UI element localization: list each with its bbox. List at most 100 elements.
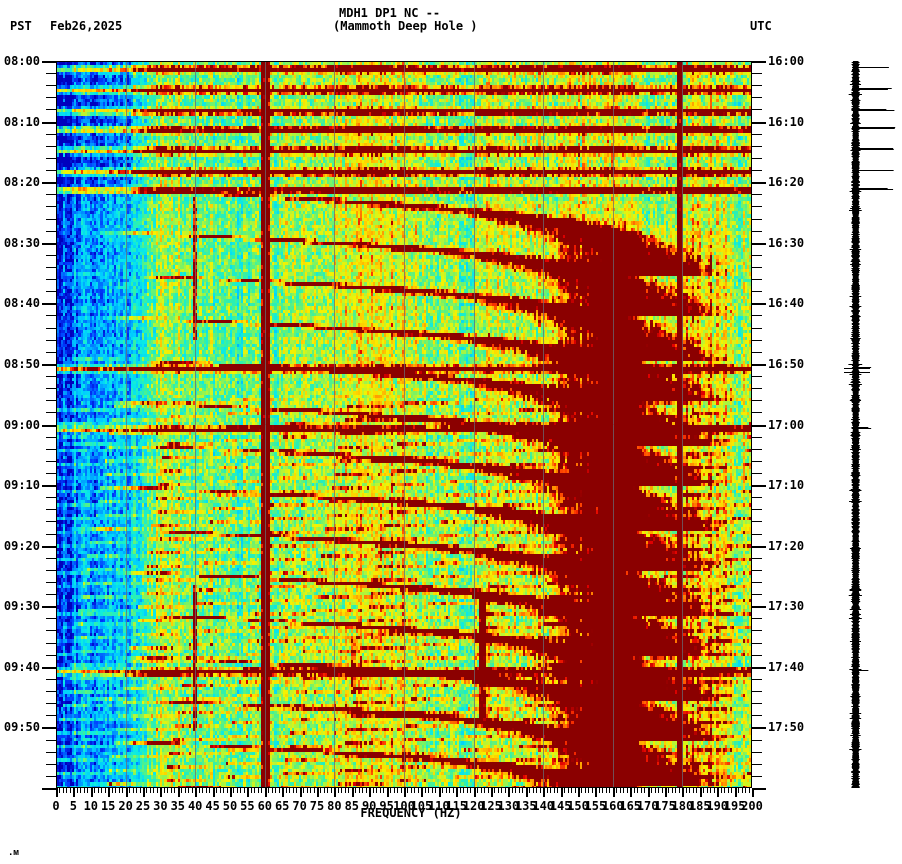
freq-label: 170 [636,799,659,813]
time-tick-left [46,376,56,378]
time-tick-left [46,279,56,281]
time-tick-right [752,376,762,378]
freq-tick [257,788,259,793]
freq-tick [275,788,277,793]
time-axis-pst: 08:00 08:10 08:20 08:30 08:40 08:50 09:00 09:10… [0,54,56,790]
freq-label: 30 [153,799,168,813]
freq-tick [122,788,124,793]
freq-label: 95 [379,799,394,813]
spectrogram-plot [56,61,752,788]
time-label-pst: 08:30 [3,235,40,250]
time-tick-left [46,145,56,147]
freq-tick [616,788,618,793]
freq-tick [101,788,103,793]
freq-tick [543,788,546,797]
time-tick-right [752,351,762,353]
freq-tick [745,788,747,793]
freq-tick [111,788,113,793]
time-tick-right [752,545,766,548]
time-tick-left [42,424,56,427]
freq-tick [372,788,374,793]
timezone-label-left: PST [10,19,32,33]
freq-tick [734,788,737,797]
freq-tick [518,788,520,793]
freq-tick [90,788,93,797]
time-label-utc: 16:30 [768,235,805,250]
time-tick-right [752,121,766,124]
freq-tick [477,788,479,793]
freq-tick [696,788,698,793]
time-tick-right [752,533,762,535]
freq-tick [598,788,600,793]
freq-tick [504,788,506,793]
time-tick-right [752,606,766,609]
freq-label: 0 [52,799,60,813]
freq-label: 150 [567,799,589,813]
time-tick-right [752,472,762,474]
freq-tick [731,788,733,793]
freq-label: 105 [410,799,433,813]
time-label-utc: 17:30 [768,599,805,614]
freq-tick [706,788,708,793]
time-tick-left [46,618,56,620]
freq-label: 200 [741,799,763,813]
time-tick-left [46,206,56,208]
freq-label: 160 [601,799,624,813]
freq-tick [344,788,346,793]
freq-tick [97,788,99,793]
freq-tick [501,788,503,793]
time-tick-right [752,642,762,644]
time-label-pst: 09:20 [3,538,40,553]
freq-tick [240,788,242,793]
time-tick-left [46,339,56,341]
freq-tick [491,788,493,797]
time-tick-left [46,691,56,693]
time-tick-left [42,666,56,669]
freq-tick [675,788,677,793]
freq-tick [581,788,583,793]
frequency-axis-label: FREQUENCY (HZ) [0,806,902,820]
station-title: MDH1 DP1 NC -- [339,6,441,20]
time-tick-left [46,73,56,75]
freq-tick [738,788,740,793]
freq-tick [665,788,667,797]
freq-tick [668,788,670,793]
freq-label: 100 [393,799,415,813]
time-tick-right [752,654,762,656]
freq-tick [532,788,534,793]
freq-tick [428,788,430,793]
time-axis-utc: 16:00 16:10 16:20 16:30 16:40 16:50 17:00 17:10… [752,54,812,790]
freq-tick [703,788,705,793]
time-tick-right [752,739,762,741]
time-tick-left [46,400,56,402]
time-tick-right [752,497,762,499]
time-label-utc: 17:00 [768,417,805,432]
time-tick-left [46,557,56,559]
freq-tick [654,788,656,793]
freq-tick [156,788,158,793]
freq-tick [640,788,642,793]
freq-tick [73,788,76,797]
freq-tick [647,788,650,797]
freq-tick [553,788,555,793]
freq-tick [289,788,291,793]
freq-tick [386,788,389,797]
freq-tick [209,788,211,793]
time-label-utc: 16:10 [768,114,805,129]
freq-tick [118,788,120,793]
freq-tick [327,788,329,793]
freq-tick [529,788,531,793]
freq-tick [689,788,691,793]
freq-tick [247,788,250,797]
freq-tick [424,788,426,793]
time-label-utc: 16:20 [768,175,805,190]
freq-tick [390,788,392,793]
freq-tick [379,788,381,793]
time-tick-left [46,460,56,462]
freq-tick [724,788,726,793]
time-tick-right [752,630,762,632]
freq-tick [637,788,639,793]
freq-label: 75 [309,799,325,813]
freq-tick [191,788,193,793]
time-tick-left [42,485,56,488]
